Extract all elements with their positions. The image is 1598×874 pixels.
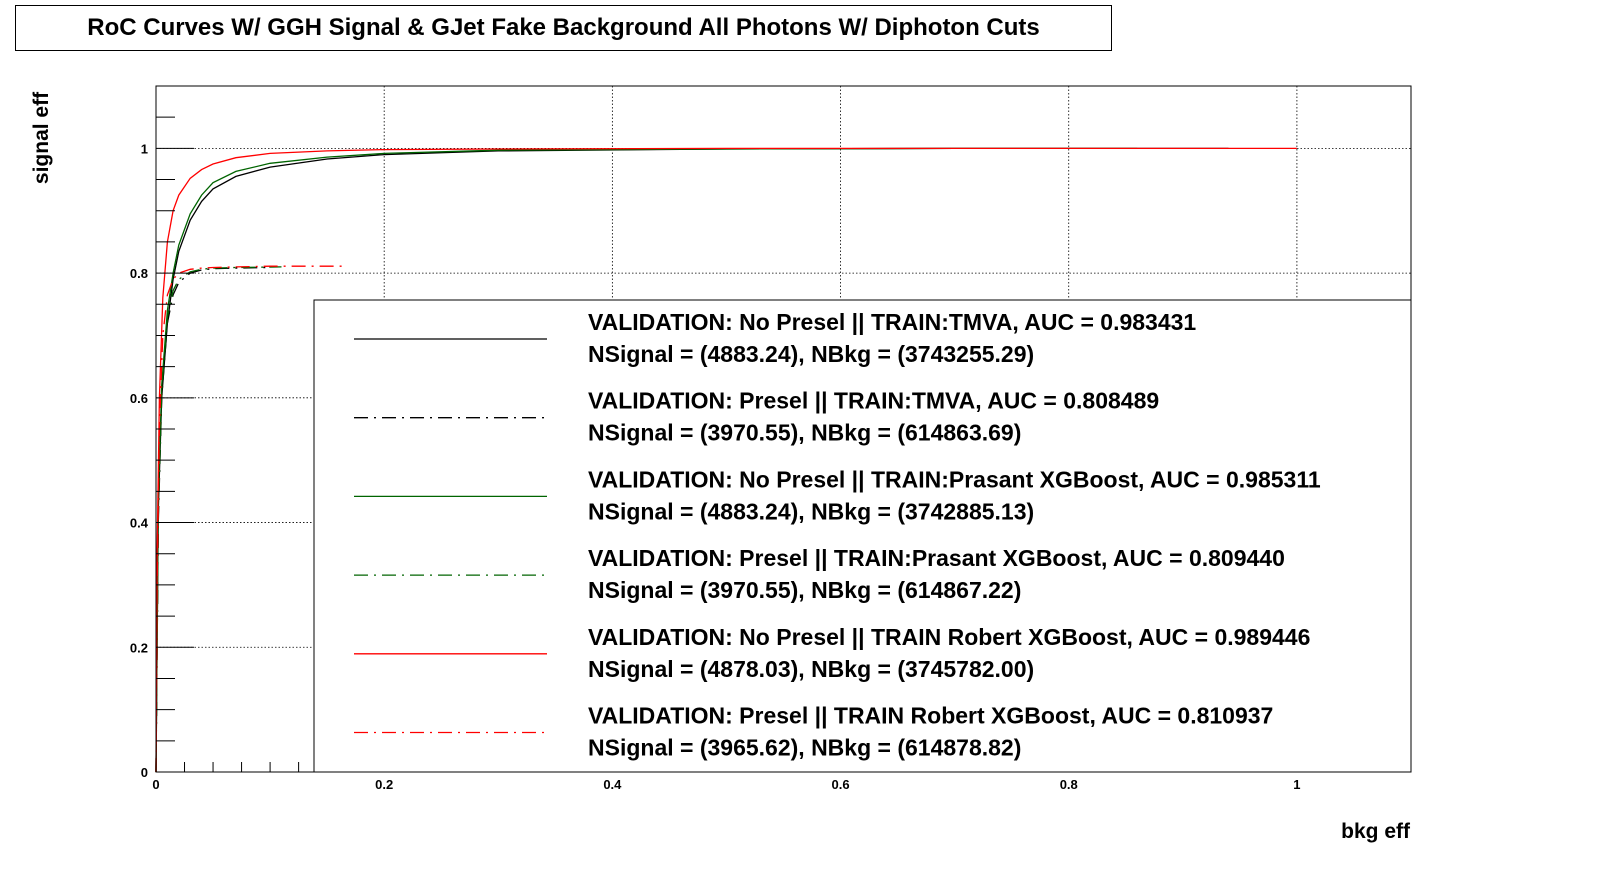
legend-stats-1: NSignal = (4883.24), NBkg = (3743255.29)	[588, 341, 1034, 367]
legend-stats-5: NSignal = (4878.03), NBkg = (3745782.00)	[588, 656, 1034, 682]
x-tick-label: 0	[152, 777, 159, 792]
y-tick-label: 0.8	[130, 266, 148, 281]
chart-title: RoC Curves W/ GGH Signal & GJet Fake Bac…	[87, 14, 1040, 41]
legend: VALIDATION: No Presel || TRAIN:TMVA, AUC…	[313, 299, 1412, 773]
legend-label-3: VALIDATION: No Presel || TRAIN:Prasant X…	[588, 466, 1321, 492]
legend-stats-4: NSignal = (3970.55), NBkg = (614867.22)	[588, 577, 1021, 603]
legend-stats-2: NSignal = (3970.55), NBkg = (614863.69)	[588, 420, 1021, 446]
legend-stats-3: NSignal = (4883.24), NBkg = (3742885.13)	[588, 498, 1034, 524]
x-tick-label: 1	[1293, 777, 1300, 792]
x-tick-label: 0.6	[832, 777, 850, 792]
x-tick-label: 0.8	[1060, 777, 1078, 792]
x-axis-label: bkg eff	[1341, 820, 1410, 843]
y-tick-label: 1	[141, 141, 148, 156]
x-tick-label: 0.4	[603, 777, 622, 792]
legend-label-5: VALIDATION: No Presel || TRAIN Robert XG…	[588, 624, 1310, 650]
series-line-5	[155, 147, 1297, 773]
y-tick-label: 0.2	[130, 640, 148, 655]
legend-label-6: VALIDATION: Presel || TRAIN Robert XGBoo…	[588, 703, 1273, 729]
title-box: RoC Curves W/ GGH Signal & GJet Fake Bac…	[15, 5, 1112, 51]
series-line-6	[155, 265, 345, 773]
x-tick-label: 0.2	[375, 777, 393, 792]
y-tick-label: 0	[141, 765, 148, 780]
series-line-2	[155, 266, 271, 773]
legend-label-4: VALIDATION: Presel || TRAIN:Prasant XGBo…	[588, 545, 1285, 571]
legend-stats-6: NSignal = (3965.62), NBkg = (614878.82)	[588, 735, 1021, 761]
legend-label-1: VALIDATION: No Presel || TRAIN:TMVA, AUC…	[588, 309, 1196, 335]
series-line-4	[155, 266, 282, 773]
legend-label-2: VALIDATION: Presel || TRAIN:TMVA, AUC = …	[588, 388, 1159, 414]
y-tick-label: 0.6	[130, 391, 148, 406]
legend-box	[313, 299, 1412, 773]
y-tick-label: 0.4	[130, 516, 149, 531]
